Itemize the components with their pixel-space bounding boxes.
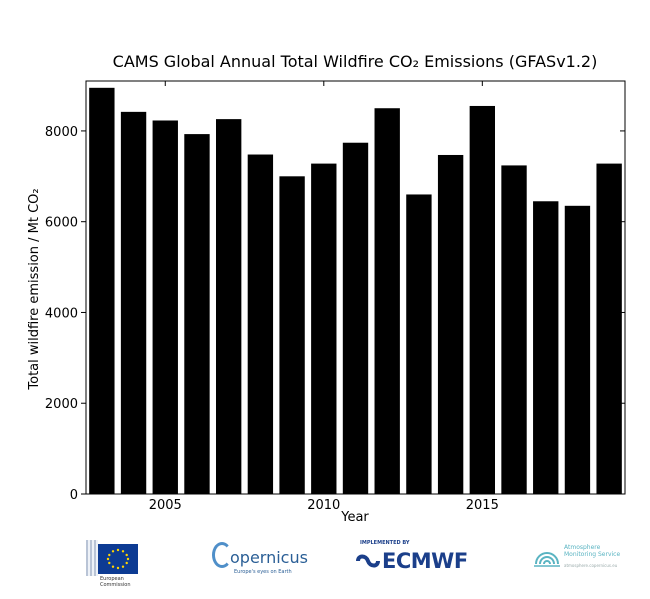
y-tick-label-0: 0 [70, 488, 78, 503]
chart: CAMS Global Annual Total Wildfire CO₂ Em… [27, 52, 626, 525]
ecmwf-swirl-icon [356, 554, 380, 568]
eu-flag-icon [98, 544, 138, 574]
ams-line-1: Atmosphere [564, 544, 601, 551]
ams-name: Atmosphere Monitoring Service [564, 544, 620, 558]
ecmwf-logo: IMPLEMENTED BY ECMWF [356, 536, 480, 586]
bar-2015 [469, 105, 496, 494]
x-tick-label-2005: 2005 [149, 498, 182, 513]
ams-url: atmosphere.copernicus.eu [564, 563, 618, 568]
eu-stars-icon [106, 548, 130, 570]
copernicus-logo: opernicus Europe's eyes on Earth [212, 536, 312, 586]
bar-2004 [120, 111, 147, 494]
chart-title: CAMS Global Annual Total Wildfire CO₂ Em… [113, 52, 598, 71]
bar-2007 [215, 119, 242, 494]
footer-logos: European Commission opernicus Europe's e… [0, 530, 650, 599]
y-tick-label-4000: 4000 [45, 306, 78, 321]
y-tick-label-6000: 6000 [45, 216, 78, 231]
y-axis-label: Total wildfire emission / Mt CO₂ [27, 188, 42, 390]
plot-frame [85, 80, 626, 495]
ams-line-2: Monitoring Service [564, 551, 621, 558]
y-tick-label-8000: 8000 [45, 125, 78, 140]
bar-2018 [564, 205, 591, 495]
bar-2009 [279, 176, 305, 495]
plot-area: 0 2000 4000 6000 8000 2005 2010 2015 [45, 80, 626, 513]
bar-2017 [533, 201, 559, 494]
copernicus-tagline: Europe's eyes on Earth [234, 569, 292, 575]
x-tick-label-2015: 2015 [466, 498, 499, 513]
x-axis-label: Year [340, 510, 369, 525]
bar-2005 [152, 120, 178, 494]
ecmwf-wordmark: ECMWF [382, 549, 468, 573]
copernicus-wordmark: opernicus [230, 548, 308, 567]
bar-2012 [374, 108, 400, 494]
ec-text: European Commission [100, 576, 131, 588]
ec-building-icon [86, 540, 98, 576]
bar-2008 [247, 154, 274, 494]
bar-2019 [596, 163, 622, 494]
bar-2011 [342, 142, 369, 494]
bar-2016 [501, 165, 527, 494]
atmosphere-arcs-icon [534, 552, 560, 567]
bar-2003 [89, 87, 115, 495]
bar-2006 [184, 134, 210, 494]
bar-2013 [406, 194, 432, 494]
atmosphere-monitoring-logo: Atmosphere Monitoring Service atmosphere… [532, 536, 632, 586]
ecmwf-implemented-by: IMPLEMENTED BY [360, 540, 410, 546]
bar-2014 [437, 154, 464, 494]
x-tick-label-2010: 2010 [307, 498, 340, 513]
bar-2010 [311, 163, 337, 494]
copernicus-c-icon [212, 542, 232, 568]
european-commission-logo: European Commission [86, 536, 158, 592]
y-tick-label-2000: 2000 [45, 397, 78, 412]
